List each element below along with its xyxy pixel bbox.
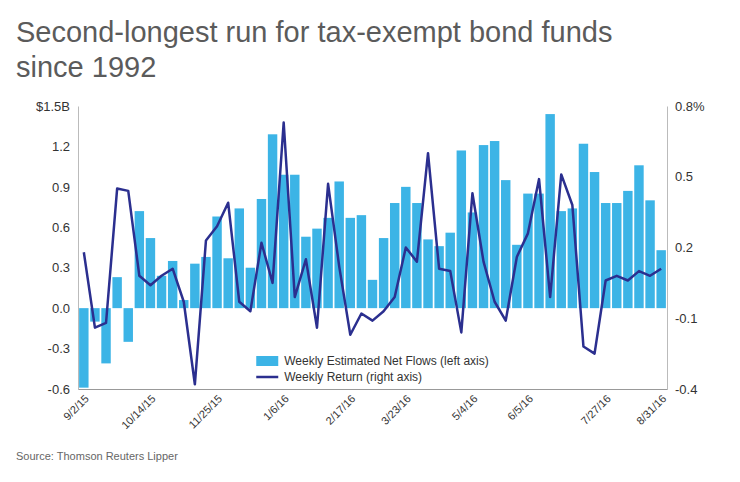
bar (479, 145, 488, 308)
tick: 11/25/15 (186, 389, 224, 431)
tick: -0.4 (667, 382, 697, 397)
tick: -0.1 (667, 311, 697, 326)
bar (124, 308, 133, 342)
tick: 5/4/16 (450, 389, 480, 423)
axis-line (667, 107, 668, 390)
bar (279, 175, 288, 308)
tick: -0.6 (48, 382, 78, 397)
tick-label: 0.0 (52, 301, 70, 316)
tick-label: 1.2 (52, 139, 70, 154)
legend-swatch (256, 376, 278, 379)
tick-label: 8/31/16 (634, 392, 668, 426)
bar (112, 277, 121, 308)
tick: 9/2/15 (61, 389, 91, 423)
legend-label: Weekly Return (right axis) (284, 370, 422, 384)
tick-label: 0.8% (675, 99, 705, 114)
y-axis: -0.6 -0.3 0.0 0.3 0.6 0.9 1.2 $1.5B (36, 99, 78, 397)
bar (545, 114, 554, 308)
tick-label: 2/17/16 (323, 392, 357, 426)
tick-label: 0.5 (675, 169, 693, 184)
tick-label: -0.4 (675, 382, 697, 397)
bar (501, 180, 510, 308)
y2-axis: -0.4 -0.1 0.2 0.5 0.8% (667, 99, 705, 397)
bar (79, 308, 88, 388)
bar (146, 238, 155, 308)
tick: 0.0 (52, 301, 78, 316)
source: Source: Thomson Reuters Lipper (16, 450, 178, 462)
bar (612, 203, 621, 308)
bar (346, 218, 355, 308)
tick-label: 7/27/16 (578, 392, 612, 426)
tick: 0.5 (667, 169, 693, 184)
legend-label: Weekly Estimated Net Flows (left axis) (284, 354, 489, 368)
tick: -0.3 (48, 341, 78, 356)
legend-item: Weekly Return (right axis) (256, 370, 422, 384)
bar (190, 264, 199, 308)
bar (557, 211, 566, 308)
bar (656, 250, 665, 308)
tick: 0.2 (667, 240, 693, 255)
bar (368, 280, 377, 308)
bar (601, 203, 610, 308)
bar (379, 238, 388, 308)
tick: 10/14/15 (119, 389, 158, 431)
tick-label: $1.5B (36, 99, 70, 114)
tick: 2/17/16 (323, 389, 357, 427)
bar (623, 191, 632, 308)
tick: 0.3 (52, 260, 78, 275)
line (84, 123, 661, 385)
legend-swatch (256, 356, 278, 366)
tick: 1.2 (52, 139, 78, 154)
bar (423, 239, 432, 308)
axis-line (78, 107, 79, 390)
bar (157, 276, 166, 308)
tick: 0.6 (52, 220, 78, 235)
legend: Weekly Estimated Net Flows (left axis) We… (256, 354, 489, 384)
bar (579, 144, 588, 308)
bar (434, 246, 443, 308)
bar (490, 141, 499, 308)
legend-item: Weekly Estimated Net Flows (left axis) (256, 354, 489, 368)
bar (634, 165, 643, 308)
tick: 6/5/16 (505, 389, 535, 423)
tick-label: 3/23/16 (379, 392, 413, 426)
tick: 8/31/16 (634, 389, 668, 427)
tick-label: -0.1 (675, 311, 697, 326)
tick: 3/23/16 (379, 389, 413, 427)
chart: Second-longest run for tax-exempt bond f… (0, 0, 740, 482)
tick-label: 0.6 (52, 220, 70, 235)
bar (223, 258, 232, 308)
tick-label: 5/4/16 (450, 392, 480, 422)
bar (645, 200, 654, 308)
title: Second-longest run for tax-exempt bond f… (16, 16, 612, 83)
tick: 0.8% (667, 99, 705, 114)
bar (357, 215, 366, 308)
tick-label: 0.9 (52, 180, 70, 195)
tick: 7/27/16 (578, 389, 612, 427)
tick-label: 10/14/15 (119, 392, 158, 431)
tick-label: -0.6 (48, 382, 70, 397)
axis-line (79, 389, 668, 390)
tick-label: 11/25/15 (186, 392, 224, 430)
bar (590, 172, 599, 308)
tick: $1.5B (36, 99, 78, 114)
tick-label: 9/2/15 (61, 392, 91, 422)
tick: 1/6/16 (261, 389, 291, 423)
tick-label: -0.3 (48, 341, 70, 356)
plot-area (79, 114, 666, 388)
tick: 0.9 (52, 180, 78, 195)
bar (523, 194, 532, 309)
tick-label: 6/5/16 (505, 392, 535, 422)
tick-label: 0.2 (675, 240, 693, 255)
tick-label: 1/6/16 (261, 392, 291, 422)
tick-label: 0.3 (52, 260, 70, 275)
x-axis: 9/2/15 10/14/15 11/25/15 1/6/16 2/17/16 3/23/… (61, 389, 668, 431)
